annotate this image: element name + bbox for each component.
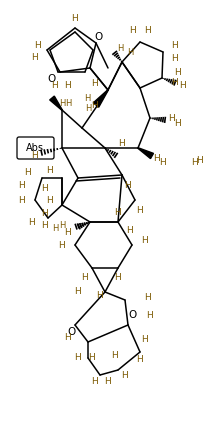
Text: H: H bbox=[25, 167, 31, 176]
Text: H: H bbox=[172, 40, 178, 49]
Text: H: H bbox=[92, 79, 98, 88]
Text: H: H bbox=[105, 377, 111, 386]
Text: O: O bbox=[68, 327, 76, 337]
Text: H: H bbox=[180, 80, 186, 90]
Text: H: H bbox=[59, 99, 65, 108]
Text: H: H bbox=[122, 371, 128, 380]
Text: H: H bbox=[32, 150, 38, 159]
Polygon shape bbox=[50, 96, 62, 110]
Text: H: H bbox=[59, 221, 65, 230]
Text: H: H bbox=[169, 113, 175, 122]
Text: H: H bbox=[65, 227, 71, 236]
Text: H: H bbox=[142, 235, 148, 244]
Text: H: H bbox=[42, 221, 48, 230]
Text: H: H bbox=[52, 80, 58, 90]
Text: H: H bbox=[117, 43, 123, 53]
Text: H: H bbox=[47, 165, 53, 175]
Text: H: H bbox=[197, 156, 203, 164]
Text: H: H bbox=[84, 94, 90, 102]
Text: H: H bbox=[82, 274, 88, 283]
Text: H: H bbox=[72, 14, 78, 23]
Text: H: H bbox=[65, 99, 71, 108]
Text: H: H bbox=[65, 80, 71, 90]
Text: H: H bbox=[175, 119, 181, 128]
Text: H: H bbox=[127, 48, 133, 57]
Text: H: H bbox=[172, 77, 178, 87]
Text: H: H bbox=[137, 355, 143, 365]
Text: H: H bbox=[154, 153, 160, 162]
Text: H: H bbox=[130, 26, 136, 34]
Text: H: H bbox=[172, 54, 178, 62]
Text: H: H bbox=[125, 181, 131, 190]
Text: H: H bbox=[52, 224, 58, 232]
Text: H: H bbox=[142, 335, 148, 345]
Text: H: H bbox=[19, 181, 25, 190]
Text: H: H bbox=[47, 196, 53, 204]
Text: H: H bbox=[89, 354, 95, 363]
Text: H: H bbox=[19, 196, 25, 204]
Text: H: H bbox=[75, 287, 81, 297]
Text: H: H bbox=[92, 100, 98, 110]
Text: H: H bbox=[85, 104, 91, 113]
Text: O: O bbox=[95, 32, 103, 42]
Polygon shape bbox=[138, 148, 153, 159]
Text: H: H bbox=[97, 291, 103, 300]
Text: H: H bbox=[112, 351, 118, 360]
Text: H: H bbox=[160, 158, 166, 167]
Text: H: H bbox=[137, 206, 143, 215]
Text: H: H bbox=[119, 139, 125, 147]
Text: H: H bbox=[115, 274, 121, 283]
Text: H: H bbox=[92, 377, 98, 386]
Text: H: H bbox=[115, 207, 121, 216]
Text: H: H bbox=[147, 311, 153, 320]
Text: H: H bbox=[192, 158, 198, 167]
Text: H: H bbox=[145, 26, 151, 34]
Text: Abs: Abs bbox=[26, 143, 44, 153]
Text: H: H bbox=[42, 184, 48, 193]
FancyBboxPatch shape bbox=[17, 137, 54, 159]
Text: H: H bbox=[35, 40, 41, 49]
Text: H: H bbox=[127, 226, 133, 235]
Text: H: H bbox=[29, 218, 35, 227]
Text: H: H bbox=[42, 209, 48, 218]
Text: H: H bbox=[32, 53, 38, 62]
Text: H: H bbox=[65, 334, 71, 343]
Text: H: H bbox=[59, 241, 65, 249]
Text: H: H bbox=[145, 294, 151, 303]
Text: O: O bbox=[129, 310, 137, 320]
Polygon shape bbox=[93, 90, 108, 107]
Text: H: H bbox=[175, 68, 181, 76]
Text: O: O bbox=[48, 74, 56, 84]
Text: H: H bbox=[75, 354, 81, 363]
